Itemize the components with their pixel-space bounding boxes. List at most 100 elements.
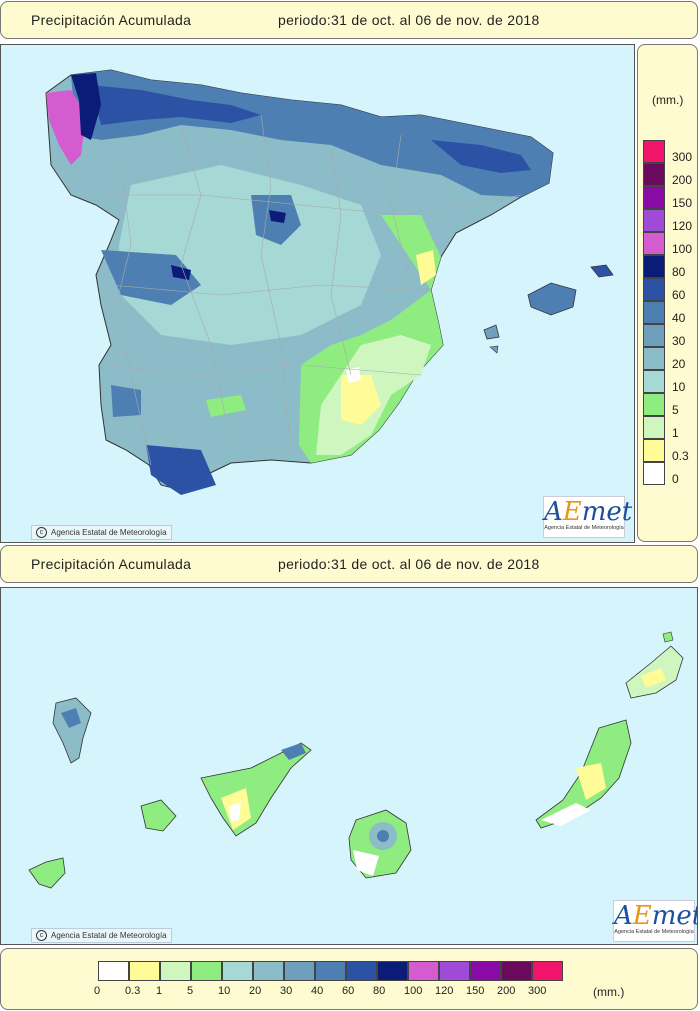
legend-label: 300 bbox=[672, 150, 693, 164]
legend-label: 150 bbox=[672, 196, 693, 210]
canarias-map: c Agencia Estatal de Meteorología AEmet … bbox=[0, 587, 698, 945]
legend-label: 80 bbox=[672, 265, 686, 279]
legend-label: 0 bbox=[94, 985, 101, 997]
graciosa bbox=[662, 631, 674, 643]
southwest-blue bbox=[111, 385, 141, 417]
legend-swatch bbox=[129, 961, 160, 981]
legend-swatch bbox=[346, 961, 377, 981]
legend-label: 20 bbox=[672, 357, 686, 371]
bottom-legend: 0 0.3 1 5 10 20 30 40 60 80 100 120 150 200 300 (mm.) bbox=[0, 948, 698, 1010]
legend-swatch bbox=[643, 393, 665, 416]
legend-swatch bbox=[253, 961, 284, 981]
legend-label: 60 bbox=[672, 288, 686, 302]
valencia-yellow bbox=[416, 250, 436, 285]
pyrenees-dark bbox=[431, 140, 531, 173]
legend-swatch bbox=[643, 255, 665, 278]
credit-label: c Agencia Estatal de Meteorología bbox=[31, 928, 172, 943]
province-borders bbox=[100, 114, 522, 466]
legend-swatch bbox=[643, 324, 665, 347]
legend-swatch bbox=[643, 140, 665, 163]
legend-label: 20 bbox=[249, 985, 262, 997]
legend-label: 100 bbox=[672, 242, 693, 256]
legend-swatch bbox=[643, 462, 665, 485]
copyright-icon: c bbox=[36, 930, 47, 941]
galicia-purple bbox=[46, 90, 86, 165]
west-dark bbox=[171, 265, 191, 280]
legend-label: 30 bbox=[672, 334, 686, 348]
legend-swatch bbox=[98, 961, 129, 981]
andalucia-green bbox=[206, 395, 246, 417]
legend-label: 40 bbox=[672, 311, 686, 325]
legend-label: 1 bbox=[156, 985, 163, 997]
legend-label: 0 bbox=[672, 472, 679, 486]
canarias-panel-header: Precipitación Acumulada periodo:31 de oc… bbox=[0, 545, 698, 583]
legend-label: 10 bbox=[672, 380, 686, 394]
madrid-dark bbox=[269, 210, 286, 223]
credit-label: c Agencia Estatal de Meteorología bbox=[31, 525, 172, 540]
east-yellow bbox=[341, 375, 381, 425]
legend-label: 200 bbox=[672, 173, 693, 187]
legend-swatch bbox=[643, 209, 665, 232]
la-palma bbox=[52, 697, 92, 764]
ibiza bbox=[483, 324, 500, 340]
legend-label: 5 bbox=[672, 403, 679, 417]
copyright-icon: c bbox=[36, 527, 47, 538]
legend-swatch bbox=[408, 961, 439, 981]
legend-unit: (mm.) bbox=[593, 985, 625, 999]
legend-label: 0.3 bbox=[125, 985, 141, 997]
legend-swatch bbox=[643, 370, 665, 393]
legend-label: 120 bbox=[435, 985, 454, 997]
legend-label: 300 bbox=[528, 985, 547, 997]
legend-label: 150 bbox=[466, 985, 485, 997]
formentera bbox=[489, 345, 499, 354]
legend-label: 0.3 bbox=[672, 449, 689, 463]
legend-swatch bbox=[284, 961, 315, 981]
canarias-map-canvas bbox=[28, 631, 684, 889]
legend-swatch bbox=[439, 961, 470, 981]
side-legend: (mm.) 300 200 150 120 100 80 60 40 30 20 10 5 1 0.3 0 bbox=[637, 44, 698, 542]
legend-label: 40 bbox=[311, 985, 324, 997]
el-hierro bbox=[28, 857, 66, 889]
legend-swatch bbox=[532, 961, 563, 981]
legend-swatch bbox=[501, 961, 532, 981]
galicia-dark bbox=[71, 73, 101, 140]
legend-label: 80 bbox=[373, 985, 386, 997]
legend-swatch bbox=[643, 439, 665, 462]
legend-swatch bbox=[643, 347, 665, 370]
legend-label: 100 bbox=[404, 985, 423, 997]
legend-label: 60 bbox=[342, 985, 355, 997]
legend-swatch bbox=[643, 163, 665, 186]
legend-swatch bbox=[315, 961, 346, 981]
legend-swatch bbox=[222, 961, 253, 981]
aemet-logo: AEmet Agencia Estatal de Meteorología bbox=[613, 900, 697, 942]
panel-title: Precipitación Acumulada bbox=[31, 12, 192, 28]
west-blue bbox=[101, 250, 201, 305]
menorca bbox=[590, 264, 614, 278]
legend-swatch bbox=[191, 961, 222, 981]
central-mid bbox=[119, 165, 381, 345]
legend-label: 5 bbox=[187, 985, 194, 997]
panel-period: periodo:31 de oct. al 06 de nov. de 2018 bbox=[278, 556, 540, 572]
legend-label: 1 bbox=[672, 426, 679, 440]
legend-label: 120 bbox=[672, 219, 693, 233]
legend-swatch bbox=[643, 186, 665, 209]
south-blue bbox=[146, 445, 216, 495]
legend-swatch bbox=[643, 232, 665, 255]
legend-label: 200 bbox=[497, 985, 516, 997]
la-gomera bbox=[140, 799, 177, 832]
legend-label: 10 bbox=[218, 985, 231, 997]
peninsula-map: c Agencia Estatal de Meteorología AEmet … bbox=[0, 44, 635, 543]
legend-swatch bbox=[643, 416, 665, 439]
mallorca bbox=[527, 282, 577, 316]
north-darker bbox=[91, 85, 261, 125]
panel-title: Precipitación Acumulada bbox=[31, 556, 192, 572]
legend-swatch bbox=[160, 961, 191, 981]
legend-swatch bbox=[643, 301, 665, 324]
legend-label: 30 bbox=[280, 985, 293, 997]
peninsula-panel-header: Precipitación Acumulada periodo:31 de oc… bbox=[0, 1, 698, 39]
legend-swatch bbox=[470, 961, 501, 981]
legend-swatch bbox=[643, 278, 665, 301]
aemet-logo: AEmet Agencia Estatal de Meteorología bbox=[543, 496, 632, 538]
peninsula-map-canvas bbox=[45, 69, 614, 495]
legend-swatch bbox=[377, 961, 408, 981]
